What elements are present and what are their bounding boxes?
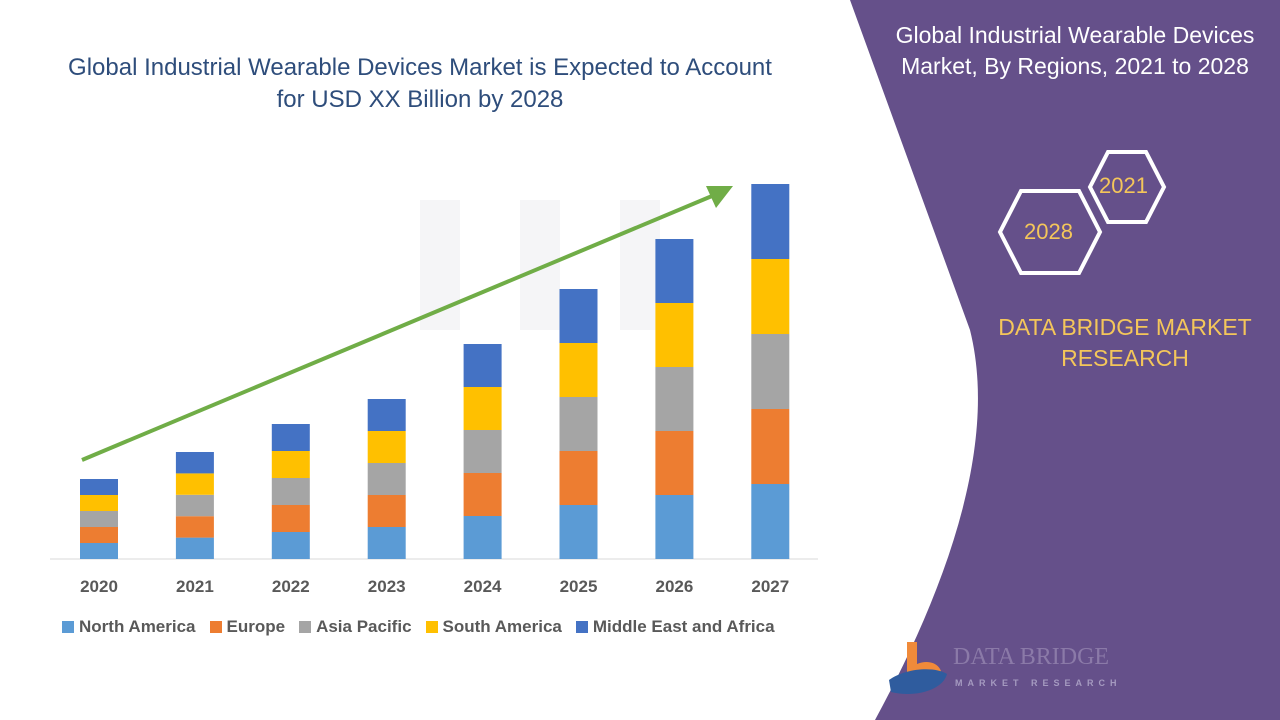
legend-label: North America <box>79 617 196 636</box>
side-panel <box>850 0 1280 720</box>
legend-swatch <box>62 621 74 633</box>
bar-segment-north-america <box>655 495 694 559</box>
chart-title: Global Industrial Wearable Devices Marke… <box>68 54 772 113</box>
bar-segment-south-america <box>80 495 118 511</box>
company-logo: DATA BRIDGE MARKET RESEARCH <box>885 640 1117 700</box>
bar-segment-middle-east-and-africa <box>463 344 502 387</box>
bar-segment-europe <box>367 495 406 527</box>
legend-label: Europe <box>226 617 286 636</box>
bar-segment-asia-pacific <box>463 430 502 473</box>
x-tick-label: 2026 <box>655 577 693 596</box>
bar-segment-asia-pacific <box>751 334 790 409</box>
hex-label-2028: 2028 <box>1024 219 1073 244</box>
bar-segment-middle-east-and-africa <box>80 479 118 495</box>
bar-segment-europe <box>175 516 214 538</box>
x-tick-label: 2021 <box>176 577 214 596</box>
bar-segment-south-america <box>175 473 214 495</box>
x-tick-label: 2027 <box>751 577 789 596</box>
bar-segment-south-america <box>367 431 406 463</box>
bar-segment-south-america <box>559 343 598 397</box>
legend-swatch <box>209 621 222 633</box>
watermark <box>420 200 660 330</box>
bar-segment-middle-east-and-africa <box>751 184 790 259</box>
bar-segment-south-america <box>463 387 502 430</box>
logo-icon <box>889 642 947 694</box>
logo-subtext: MARKET RESEARCH <box>955 678 1122 688</box>
bar-segment-middle-east-and-africa <box>559 289 598 343</box>
bar-segment-asia-pacific <box>271 478 310 505</box>
x-tick-label: 2022 <box>272 577 310 596</box>
bar-segment-middle-east-and-africa <box>367 399 406 431</box>
logo-text: DATA BRIDGE <box>953 644 1110 670</box>
chart: 2020 2021 2022 2023 2024 2025 2026 2027 <box>50 184 818 596</box>
bar-segment-south-america <box>751 259 790 334</box>
side-panel-title: Global Industrial Wearable Devices Marke… <box>895 22 1255 79</box>
bar-segment-north-america <box>175 537 214 559</box>
bar-segment-south-america <box>655 303 694 367</box>
hexagon-2021 <box>1087 150 1167 224</box>
bar-segment-europe <box>751 409 790 484</box>
legend-swatch <box>299 621 312 633</box>
legend-swatch <box>425 621 438 633</box>
legend-item: South America <box>425 617 562 637</box>
bar-segment-europe <box>463 473 502 516</box>
legend-item: Europe <box>209 617 286 637</box>
x-tick-label: 2023 <box>368 577 406 596</box>
legend-item: Middle East and Africa <box>575 617 775 637</box>
bar-segment-asia-pacific <box>559 397 598 451</box>
bar-segment-north-america <box>559 505 598 559</box>
bar-segment-north-america <box>367 527 406 559</box>
bar-segment-north-america <box>751 484 790 559</box>
legend-label: Middle East and Africa <box>592 617 775 636</box>
legend-swatch <box>575 621 588 633</box>
bar-segment-europe <box>80 527 118 543</box>
x-tick-label: 2020 <box>80 577 118 596</box>
hex-label-2021: 2021 <box>1099 173 1148 198</box>
bar-segment-asia-pacific <box>175 494 214 517</box>
legend-item: North America <box>62 617 196 637</box>
legend: North America Europe Asia Pacific South … <box>62 617 775 637</box>
bar-segment-north-america <box>463 516 502 559</box>
trend-arrow-line <box>81 194 713 462</box>
trend-arrow-head <box>706 186 733 208</box>
bar-segment-south-america <box>271 451 310 478</box>
legend-label: Asia Pacific <box>316 617 412 636</box>
brand-name: DATA BRIDGE MARKET RESEARCH <box>998 314 1252 371</box>
x-tick-label: 2025 <box>560 577 598 596</box>
bar-segment-europe <box>559 451 598 505</box>
bar-segment-asia-pacific <box>80 511 118 527</box>
bar-segment-asia-pacific <box>655 367 694 431</box>
bar-segment-europe <box>271 505 310 532</box>
hexagon-2028 <box>997 189 1103 275</box>
legend-label: South America <box>442 617 562 636</box>
bar-segment-europe <box>655 431 694 495</box>
x-tick-label: 2024 <box>464 577 502 596</box>
bar-segment-north-america <box>80 543 118 559</box>
bar-segment-north-america <box>271 532 310 559</box>
legend-item: Asia Pacific <box>299 617 412 637</box>
bar-segment-middle-east-and-africa <box>655 239 694 303</box>
bar-segment-asia-pacific <box>367 463 406 495</box>
bar-segment-middle-east-and-africa <box>271 424 310 451</box>
bar-segment-middle-east-and-africa <box>175 452 214 474</box>
